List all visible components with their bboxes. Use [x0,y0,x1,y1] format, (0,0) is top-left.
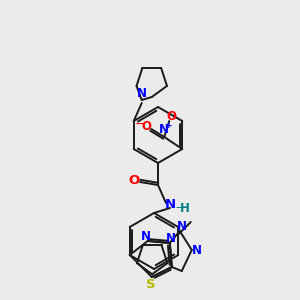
Text: O: O [141,121,151,134]
Text: N: N [177,220,187,233]
Text: S: S [146,278,156,290]
Text: N: N [137,87,147,100]
Text: −: − [135,118,146,130]
Text: H: H [180,202,190,215]
Text: O: O [166,110,176,124]
Text: N: N [166,232,176,244]
Text: N: N [141,230,151,242]
Text: N: N [164,199,175,212]
Text: –: – [176,202,182,214]
Text: +: + [165,121,173,130]
Text: O: O [128,175,140,188]
Text: N: N [159,123,169,136]
Text: N: N [192,244,202,256]
